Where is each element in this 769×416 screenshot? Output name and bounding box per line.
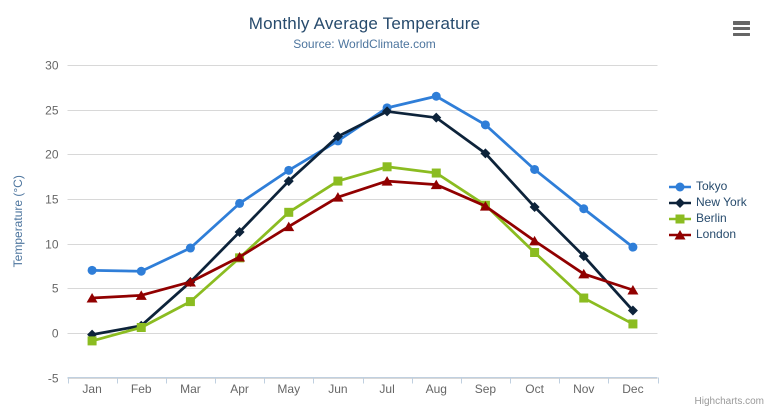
y-axis-tick-label: 20 [45, 148, 59, 162]
x-axis-tick-label: Apr [230, 382, 249, 396]
y-axis-tick-label: -5 [48, 372, 59, 386]
data-point[interactable] [284, 165, 294, 175]
x-axis-tick-label: Feb [131, 382, 152, 396]
legend-item-new-york[interactable]: New York [668, 194, 747, 210]
legend-label: London [696, 227, 737, 241]
data-point[interactable] [479, 201, 491, 211]
data-point[interactable] [431, 91, 441, 101]
series-tokyo[interactable] [87, 91, 638, 276]
data-point[interactable] [136, 266, 146, 276]
data-point[interactable] [185, 297, 195, 307]
diamond-series-symbol-icon [668, 196, 692, 208]
hamburger-icon [733, 32, 750, 36]
series-line [90, 165, 635, 343]
y-axis-labels: -5 0 5 10 15 20 25 30 [45, 59, 59, 386]
data-point[interactable] [430, 179, 442, 190]
y-axis-tick-label: 30 [45, 59, 59, 73]
data-point[interactable] [529, 201, 540, 212]
data-point[interactable] [529, 235, 541, 246]
series-line [90, 179, 635, 300]
legend-marker-icon[interactable] [674, 230, 686, 240]
legend-item-berlin[interactable]: Berlin [668, 210, 747, 226]
data-point[interactable] [284, 207, 294, 217]
data-point[interactable] [382, 162, 392, 172]
x-axis-tick-label: Mar [180, 382, 201, 396]
highcharts-credit-link[interactable]: Highcharts.com [694, 396, 764, 407]
series-berlin[interactable] [87, 162, 638, 346]
data-point[interactable] [87, 265, 97, 275]
chart-subtitle: Source: WorldClimate.com [293, 37, 436, 51]
data-point[interactable] [530, 248, 540, 257]
data-point[interactable] [578, 268, 590, 279]
legend-label: Berlin [696, 211, 727, 225]
data-point[interactable] [431, 168, 441, 178]
data-point[interactable] [628, 319, 638, 329]
y-axis-tick-label: 0 [52, 327, 59, 341]
data-point[interactable] [184, 276, 196, 287]
triangle-series-symbol-icon [668, 228, 692, 240]
data-point[interactable] [234, 226, 245, 237]
x-axis-tick-label: Nov [573, 382, 594, 396]
series-line [90, 110, 635, 337]
x-axis-tick-label: Oct [525, 382, 544, 396]
data-point[interactable] [578, 251, 589, 262]
data-point[interactable] [234, 251, 246, 262]
x-axis-labels: Jan Feb Mar Apr May Jun Jul Aug Sep Oct Nov Dec [82, 382, 643, 396]
x-axis-tick-label: Jul [379, 382, 394, 396]
chart-title: Monthly Average Temperature [248, 14, 481, 33]
square-series-symbol-icon [668, 212, 692, 224]
data-point[interactable] [86, 293, 98, 303]
data-point[interactable] [579, 293, 589, 303]
x-axis-tick-label: Sep [475, 382, 497, 396]
data-point[interactable] [628, 242, 638, 252]
series-london[interactable] [86, 176, 639, 303]
data-point[interactable] [579, 204, 589, 214]
x-axis-tick-label: May [277, 382, 300, 396]
legend-label: Tokyo [696, 179, 728, 193]
data-point[interactable] [431, 112, 442, 123]
data-point[interactable] [332, 131, 343, 142]
data-point[interactable] [136, 323, 146, 332]
chart-legend: Tokyo New York Berlin London [668, 178, 747, 242]
x-axis-tick-label: Jun [328, 382, 347, 396]
data-point[interactable] [332, 192, 344, 202]
x-axis-tick-label: Aug [426, 382, 447, 396]
legend-marker-icon[interactable] [675, 214, 685, 224]
y-axis-tick-label: 25 [45, 104, 59, 118]
data-point[interactable] [480, 148, 491, 159]
data-point[interactable] [87, 336, 97, 346]
data-point[interactable] [283, 176, 294, 187]
x-axis [67, 377, 659, 384]
y-gridlines [67, 65, 658, 379]
data-point[interactable] [135, 290, 147, 300]
legend-item-london[interactable]: London [668, 226, 747, 242]
data-point[interactable] [627, 285, 639, 295]
x-axis-tick-label: Jan [82, 382, 101, 396]
export-menu-button[interactable] [733, 21, 750, 36]
y-axis-tick-label: 5 [52, 282, 59, 296]
hamburger-icon [733, 26, 750, 31]
data-point[interactable] [283, 221, 295, 232]
data-point[interactable] [480, 120, 490, 130]
data-point[interactable] [382, 106, 393, 117]
data-point[interactable] [235, 198, 245, 208]
data-point[interactable] [185, 243, 195, 253]
series-new-york[interactable] [87, 106, 638, 340]
legend-label: New York [696, 195, 747, 209]
legend-marker-icon[interactable] [675, 182, 685, 192]
data-point[interactable] [381, 176, 393, 186]
x-axis-tick-label: Dec [622, 382, 643, 396]
y-axis-title: Temperature (°C) [11, 175, 25, 267]
legend-marker-icon[interactable] [675, 198, 685, 208]
data-point[interactable] [627, 305, 638, 316]
y-axis-tick-label: 15 [45, 193, 59, 207]
hamburger-icon [733, 21, 750, 25]
circle-series-symbol-icon [668, 180, 692, 192]
data-point[interactable] [530, 164, 540, 174]
legend-item-tokyo[interactable]: Tokyo [668, 178, 747, 194]
data-point[interactable] [333, 176, 343, 186]
y-axis-tick-label: 10 [45, 238, 59, 252]
